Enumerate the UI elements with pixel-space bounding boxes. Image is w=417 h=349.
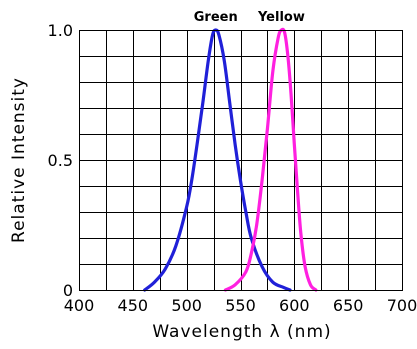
series-label-yellow: Yellow <box>257 10 305 25</box>
x-tick-label: 450 <box>118 296 149 315</box>
grid <box>79 30 402 290</box>
x-tick-label: 550 <box>225 296 256 315</box>
tick-labels: 400 450 500 550 600 650 700 0 0.5 1.0 <box>48 21 417 315</box>
series-line-yellow <box>223 27 318 292</box>
x-tick-label: 600 <box>279 296 310 315</box>
x-tick-label: 500 <box>171 296 202 315</box>
y-axis-label: Relative Intensity <box>9 77 29 243</box>
series-layer <box>143 27 318 292</box>
y-tick-label: 0 <box>63 281 73 300</box>
x-tick-label: 400 <box>64 296 95 315</box>
y-tick-label: 1.0 <box>48 21 73 40</box>
y-tick-label: 0.5 <box>48 151 73 170</box>
x-axis-label: Wavelength λ (nm) <box>152 322 331 342</box>
series-label-green: Green <box>194 10 238 25</box>
series-labels: Green Yellow <box>194 10 305 25</box>
x-tick-label: 650 <box>333 296 364 315</box>
x-tick-label: 700 <box>387 296 417 315</box>
plot-frame <box>78 29 404 292</box>
